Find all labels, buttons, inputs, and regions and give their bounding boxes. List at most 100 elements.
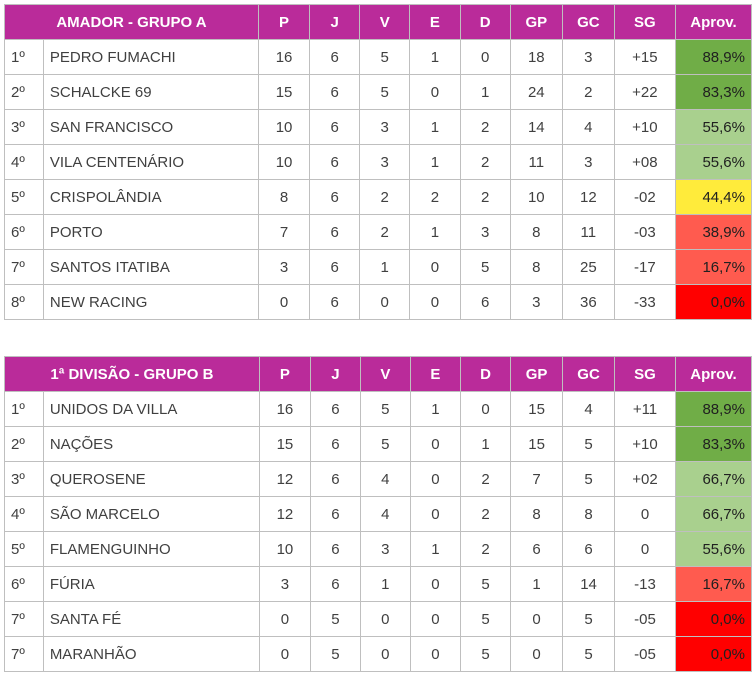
cell-e: 1 bbox=[410, 110, 460, 145]
cell-pos: 4º bbox=[5, 145, 44, 180]
cell-pos: 5º bbox=[5, 180, 44, 215]
cell-p: 15 bbox=[258, 75, 309, 110]
cell-aprov: 66,7% bbox=[675, 462, 751, 497]
cell-gc: 5 bbox=[563, 462, 615, 497]
cell-pos: 6º bbox=[5, 215, 44, 250]
col-aprov: Aprov. bbox=[675, 5, 751, 40]
cell-sg: +15 bbox=[614, 40, 675, 75]
cell-e: 0 bbox=[410, 567, 460, 602]
cell-p: 0 bbox=[259, 637, 310, 672]
cell-sg: -13 bbox=[615, 567, 676, 602]
cell-team: SANTA FÉ bbox=[43, 602, 259, 637]
cell-aprov: 83,3% bbox=[675, 427, 751, 462]
cell-j: 6 bbox=[310, 40, 360, 75]
cell-v: 5 bbox=[360, 427, 410, 462]
cell-aprov: 88,9% bbox=[675, 40, 751, 75]
cell-d: 5 bbox=[460, 602, 510, 637]
cell-d: 2 bbox=[460, 110, 510, 145]
col-p: P bbox=[258, 5, 309, 40]
cell-team: SAN FRANCISCO bbox=[43, 110, 258, 145]
cell-pos: 6º bbox=[5, 567, 44, 602]
cell-d: 2 bbox=[460, 532, 510, 567]
cell-v: 0 bbox=[360, 602, 410, 637]
cell-sg: +11 bbox=[615, 392, 676, 427]
cell-p: 7 bbox=[258, 215, 309, 250]
cell-j: 6 bbox=[310, 110, 360, 145]
cell-sg: 0 bbox=[615, 497, 676, 532]
cell-v: 4 bbox=[360, 462, 410, 497]
cell-v: 0 bbox=[360, 637, 410, 672]
cell-e: 1 bbox=[410, 392, 460, 427]
cell-gp: 7 bbox=[511, 462, 563, 497]
cell-team: NAÇÕES bbox=[43, 427, 259, 462]
standings-table-b: 1ª DIVISÃO - GRUPO B P J V E D GP GC SG … bbox=[4, 356, 752, 672]
cell-p: 10 bbox=[259, 532, 310, 567]
cell-e: 0 bbox=[410, 602, 460, 637]
cell-gc: 3 bbox=[562, 145, 614, 180]
table-row: 4ºVILA CENTENÁRIO106312113+0855,6% bbox=[5, 145, 752, 180]
table-title: 1ª DIVISÃO - GRUPO B bbox=[5, 357, 260, 392]
cell-aprov: 55,6% bbox=[675, 532, 751, 567]
cell-j: 6 bbox=[310, 462, 360, 497]
cell-v: 1 bbox=[360, 250, 410, 285]
cell-team: UNIDOS DA VILLA bbox=[43, 392, 259, 427]
cell-pos: 1º bbox=[5, 40, 44, 75]
cell-sg: +22 bbox=[614, 75, 675, 110]
col-sg: SG bbox=[614, 5, 675, 40]
cell-gc: 25 bbox=[562, 250, 614, 285]
header-row: 1ª DIVISÃO - GRUPO B P J V E D GP GC SG … bbox=[5, 357, 752, 392]
cell-v: 5 bbox=[360, 392, 410, 427]
cell-team: PORTO bbox=[43, 215, 258, 250]
cell-j: 6 bbox=[310, 250, 360, 285]
cell-e: 0 bbox=[410, 637, 460, 672]
cell-gp: 15 bbox=[511, 392, 563, 427]
cell-pos: 4º bbox=[5, 497, 44, 532]
cell-d: 3 bbox=[460, 215, 510, 250]
cell-gp: 6 bbox=[511, 532, 563, 567]
table-row: 2ºNAÇÕES156501155+1083,3% bbox=[5, 427, 752, 462]
table-body-a: 1ºPEDRO FUMACHI166510183+1588,9%2ºSCHALC… bbox=[5, 40, 752, 320]
cell-gp: 1 bbox=[511, 567, 563, 602]
table-body-b: 1ºUNIDOS DA VILLA166510154+1188,9%2ºNAÇÕ… bbox=[5, 392, 752, 672]
table-title: AMADOR - GRUPO A bbox=[5, 5, 259, 40]
cell-gc: 36 bbox=[562, 285, 614, 320]
cell-pos: 2º bbox=[5, 427, 44, 462]
cell-d: 2 bbox=[460, 180, 510, 215]
cell-gp: 8 bbox=[511, 497, 563, 532]
cell-v: 0 bbox=[360, 285, 410, 320]
cell-j: 6 bbox=[310, 180, 360, 215]
table-row: 4ºSÃO MARCELO12640288066,7% bbox=[5, 497, 752, 532]
cell-sg: -33 bbox=[614, 285, 675, 320]
cell-p: 0 bbox=[259, 602, 310, 637]
cell-d: 5 bbox=[460, 250, 510, 285]
cell-aprov: 0,0% bbox=[675, 602, 751, 637]
cell-v: 2 bbox=[360, 215, 410, 250]
cell-team: PEDRO FUMACHI bbox=[43, 40, 258, 75]
table-row: 1ºPEDRO FUMACHI166510183+1588,9% bbox=[5, 40, 752, 75]
cell-gc: 12 bbox=[562, 180, 614, 215]
cell-v: 3 bbox=[360, 110, 410, 145]
table-row: 7ºMARANHÃO0500505-050,0% bbox=[5, 637, 752, 672]
cell-d: 1 bbox=[460, 427, 510, 462]
cell-e: 0 bbox=[410, 285, 460, 320]
col-aprov: Aprov. bbox=[675, 357, 751, 392]
col-gc: GC bbox=[562, 5, 614, 40]
cell-team: CRISPOLÂNDIA bbox=[43, 180, 258, 215]
col-v: V bbox=[360, 5, 410, 40]
col-d: D bbox=[460, 5, 510, 40]
cell-gp: 24 bbox=[510, 75, 562, 110]
cell-e: 1 bbox=[410, 532, 460, 567]
cell-p: 15 bbox=[259, 427, 310, 462]
cell-sg: +02 bbox=[615, 462, 676, 497]
cell-v: 5 bbox=[360, 75, 410, 110]
cell-aprov: 0,0% bbox=[675, 285, 751, 320]
cell-v: 1 bbox=[360, 567, 410, 602]
cell-e: 0 bbox=[410, 427, 460, 462]
cell-j: 6 bbox=[310, 532, 360, 567]
col-sg: SG bbox=[615, 357, 676, 392]
cell-d: 1 bbox=[460, 75, 510, 110]
cell-gc: 6 bbox=[563, 532, 615, 567]
cell-pos: 7º bbox=[5, 637, 44, 672]
cell-p: 12 bbox=[259, 462, 310, 497]
table-row: 3ºQUEROSENE12640275+0266,7% bbox=[5, 462, 752, 497]
